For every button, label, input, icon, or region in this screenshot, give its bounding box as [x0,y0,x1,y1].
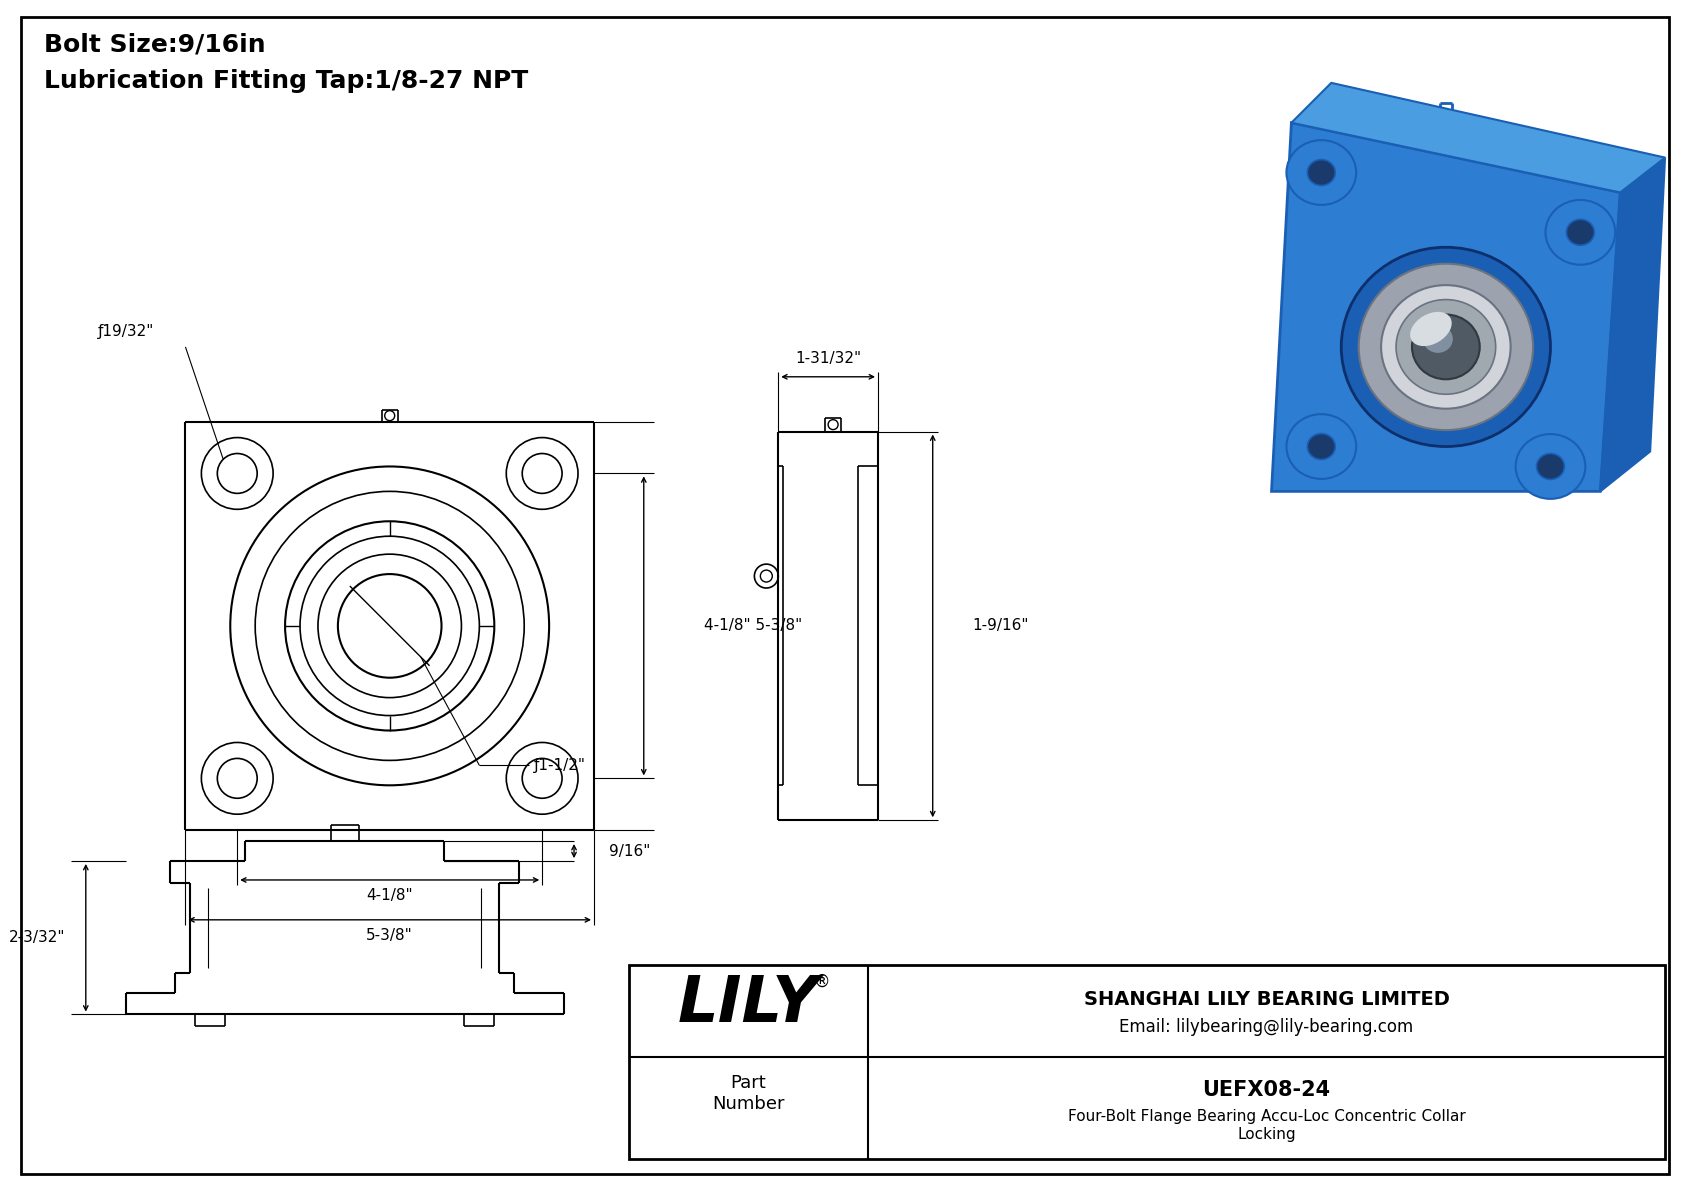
Text: Bolt Size:9/16in: Bolt Size:9/16in [44,33,266,57]
Text: SHANGHAI LILY BEARING LIMITED: SHANGHAI LILY BEARING LIMITED [1083,990,1450,1009]
Polygon shape [1271,123,1620,492]
Text: LILY: LILY [677,973,818,1035]
Text: 4-1/8" 5-3/8": 4-1/8" 5-3/8" [704,618,802,634]
Text: 1-9/16": 1-9/16" [973,618,1029,634]
Ellipse shape [1340,248,1551,447]
Bar [628,965,1665,1159]
Ellipse shape [1516,434,1585,499]
Polygon shape [1600,157,1665,492]
Text: ®: ® [813,973,830,991]
Text: 5-3/8": 5-3/8" [367,928,413,943]
Text: UEFX08-24: UEFX08-24 [1202,1080,1330,1100]
Ellipse shape [1381,285,1511,409]
Ellipse shape [1423,325,1453,353]
Text: Lubrication Fitting Tap:1/8-27 NPT: Lubrication Fitting Tap:1/8-27 NPT [44,69,529,93]
Ellipse shape [1396,300,1495,394]
Ellipse shape [1307,434,1335,460]
Ellipse shape [1536,454,1564,480]
Text: 4-1/8": 4-1/8" [367,888,413,904]
Ellipse shape [1287,414,1356,479]
Text: ƒ1-1/2": ƒ1-1/2" [534,757,586,773]
Text: 2-3/32": 2-3/32" [10,930,66,946]
Ellipse shape [1287,141,1356,205]
Text: Email: lilybearing@lily-bearing.com: Email: lilybearing@lily-bearing.com [1120,1018,1413,1036]
Ellipse shape [1307,160,1335,186]
Text: 9/16": 9/16" [610,843,650,859]
Ellipse shape [1410,312,1452,347]
Text: ƒ19/32": ƒ19/32" [98,324,153,339]
Ellipse shape [1411,314,1480,379]
Ellipse shape [1566,219,1595,245]
Text: Part
Number: Part Number [712,1074,785,1112]
Polygon shape [1292,83,1665,193]
Ellipse shape [1359,263,1532,430]
Text: Four-Bolt Flange Bearing Accu-Loc Concentric Collar: Four-Bolt Flange Bearing Accu-Loc Concen… [1068,1109,1465,1123]
Text: Locking: Locking [1238,1127,1295,1141]
Ellipse shape [1546,200,1615,264]
Text: 1-31/32": 1-31/32" [795,351,861,367]
